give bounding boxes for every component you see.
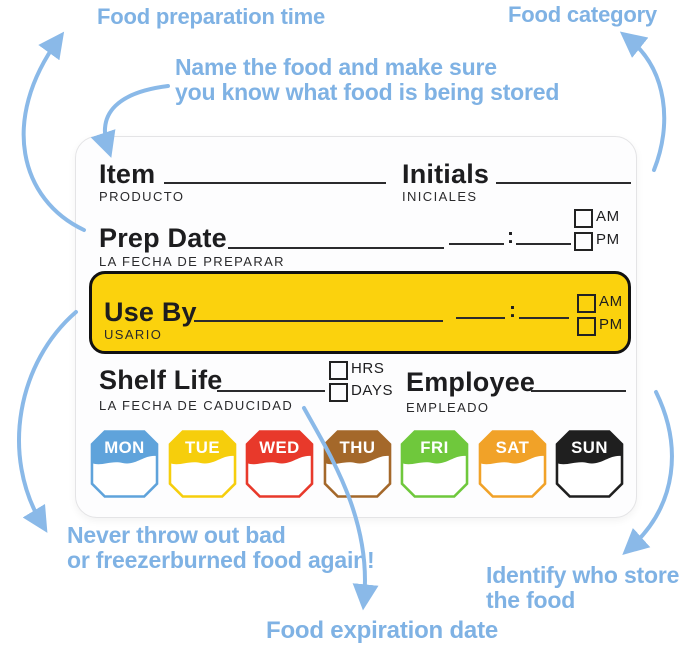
day-sticker-tue-text: TUE (185, 438, 220, 457)
use-by-hour-line (456, 317, 505, 319)
day-sticker-sat: SAT (478, 429, 547, 499)
caption-food-category: Food category (508, 2, 657, 27)
prep-pm-label: PM (596, 231, 620, 248)
initials-write-line (496, 182, 631, 184)
prep-am-label: AM (596, 208, 620, 225)
shelf-hrs-label: HRS (351, 360, 385, 377)
item-label-es: PRODUCTO (99, 189, 185, 204)
day-sticker-sun: SUN (555, 429, 624, 499)
employee-label: Employee (406, 367, 536, 397)
prep-date-label-es: LA FECHA DE PREPARAR (99, 254, 285, 269)
caption-food-expiration-date: Food expiration date (266, 617, 499, 644)
caption-name-the-food-line1: Name the food and make sure (175, 54, 497, 80)
caption-food-preparation-time: Food preparation time (97, 4, 326, 29)
prep-time-minute-line (516, 243, 571, 245)
day-sticker-tue: TUE (168, 429, 237, 499)
day-sticker-wed: WED (245, 429, 314, 499)
day-sticker-thu: THU (323, 429, 392, 499)
day-sticker-wed-text: WED (259, 438, 300, 457)
prep-date-write-line (228, 247, 444, 249)
caption-never-throw-out: Never throw out bad or freezerburned foo… (67, 522, 375, 573)
employee-label-es: EMPLEADO (406, 400, 490, 415)
caption-identify-who-stored: Identify who stored the food (486, 563, 679, 613)
caption-identify-who-stored-line1: Identify who stored (486, 562, 679, 588)
initials-label-es: INICIALES (402, 189, 478, 204)
day-sticker-thu-text: THU (340, 438, 376, 457)
caption-name-the-food-line2: you know what food is being stored (175, 79, 560, 105)
shelf-life-label-es: LA FECHA DE CADUCIDAD (99, 398, 294, 413)
item-write-line (164, 182, 386, 184)
caption-never-throw-out-line2: or freezerburned food again! (67, 547, 375, 573)
caption-never-throw-out-line1: Never throw out bad (67, 522, 286, 548)
use-by-colon: : (509, 299, 516, 322)
shelf-life-label: Shelf Life (99, 365, 223, 395)
caption-name-the-food: Name the food and make sure you know wha… (175, 55, 559, 105)
use-by-highlight-box: Use By USARIO : AM PM (89, 271, 631, 354)
arrow-never-throw-out-icon (17, 310, 78, 533)
shelf-days-checkbox (329, 383, 348, 402)
day-sticker-fri: FRI (400, 429, 469, 499)
use-by-label-es: USARIO (104, 327, 163, 342)
caption-identify-who-stored-line2: the food (486, 587, 576, 613)
use-by-write-line (194, 320, 443, 322)
prep-time-colon: : (507, 225, 514, 248)
use-by-am-checkbox (577, 294, 596, 313)
shelf-life-write-line (217, 390, 325, 392)
use-by-pm-label: PM (599, 316, 623, 333)
day-sticker-fri-text: FRI (420, 438, 448, 457)
shelf-days-label: DAYS (351, 382, 394, 399)
day-sticker-sun-text: SUN (571, 438, 608, 457)
employee-write-line (531, 390, 626, 392)
prep-time-hour-line (449, 243, 504, 245)
use-by-minute-line (519, 317, 569, 319)
prep-am-checkbox (574, 209, 593, 228)
prep-date-label: Prep Date (99, 223, 227, 253)
use-by-pm-checkbox (577, 317, 596, 336)
use-by-label: Use By (104, 297, 197, 327)
item-label: Item (99, 159, 156, 189)
food-label-card: Item PRODUCTO Initials INICIALES Prep Da… (75, 136, 637, 518)
shelf-hrs-checkbox (329, 361, 348, 380)
prep-pm-checkbox (574, 232, 593, 251)
day-sticker-mon: MON (90, 429, 159, 499)
day-sticker-mon-text: MON (104, 438, 145, 457)
initials-label: Initials (402, 159, 490, 189)
use-by-am-label: AM (599, 293, 623, 310)
day-sticker-sat-text: SAT (496, 438, 530, 457)
